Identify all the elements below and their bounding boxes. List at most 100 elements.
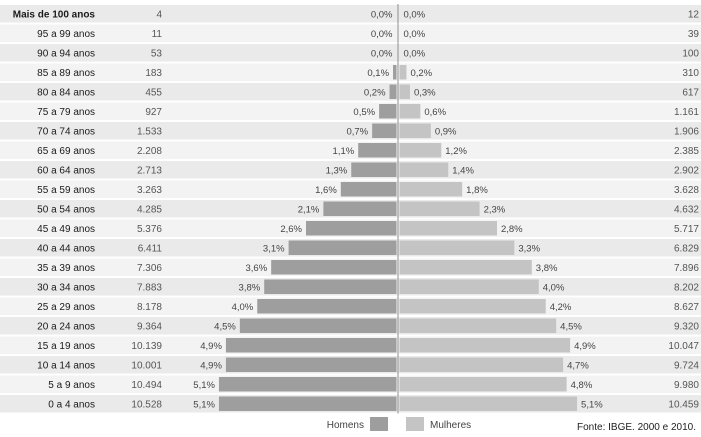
men-percent-label: 2,6%	[280, 224, 302, 235]
women-count-label: 1.906	[674, 126, 699, 137]
age-group-label: 65 a 69 anos	[37, 146, 95, 157]
age-group-label: 45 a 49 anos	[37, 224, 95, 235]
men-percent-label: 0,2%	[364, 87, 386, 98]
women-bar	[399, 123, 431, 138]
men-bar	[218, 396, 397, 411]
women-percent-label: 0,2%	[410, 68, 432, 79]
men-percent-label: 0,1%	[367, 68, 389, 79]
women-percent-label: 2,3%	[484, 204, 506, 215]
women-count-label: 12	[688, 9, 700, 20]
men-count-label: 10.139	[131, 341, 162, 352]
women-count-label: 100	[682, 48, 699, 59]
men-bar	[257, 299, 397, 314]
men-bar	[264, 279, 397, 294]
row-band	[0, 5, 701, 23]
men-percent-label: 3,8%	[239, 282, 261, 293]
men-count-label: 10.528	[131, 399, 162, 410]
men-bar	[323, 201, 397, 216]
men-percent-label: 0,7%	[346, 126, 368, 137]
row-band	[0, 44, 701, 62]
age-group-label: 85 a 89 anos	[37, 68, 95, 79]
women-percent-label: 2,8%	[501, 224, 523, 235]
women-count-label: 9.724	[674, 360, 699, 371]
men-bar	[393, 65, 397, 80]
women-bar	[399, 65, 407, 80]
women-percent-label: 1,4%	[452, 165, 474, 176]
men-count-label: 7.306	[137, 263, 162, 274]
women-bar	[399, 104, 421, 119]
age-group-label: 70 a 74 anos	[37, 126, 95, 137]
men-bar	[358, 143, 397, 158]
men-count-label: 2.208	[137, 146, 162, 157]
men-count-label: 183	[145, 68, 162, 79]
women-percent-label: 4,8%	[571, 380, 593, 391]
women-percent-label: 4,2%	[550, 302, 572, 313]
age-group-label: Mais de 100 anos	[13, 9, 96, 20]
women-bar	[399, 201, 480, 216]
men-count-label: 4.285	[137, 204, 162, 215]
age-group-label: 95 a 99 anos	[37, 29, 95, 40]
women-count-label: 8.627	[674, 302, 699, 313]
women-bar	[399, 357, 564, 372]
men-percent-label: 4,9%	[200, 360, 222, 371]
men-bar	[340, 182, 397, 197]
row-band	[0, 161, 701, 179]
women-count-label: 4.632	[674, 204, 699, 215]
women-percent-label: 3,8%	[536, 263, 558, 274]
women-percent-label: 0,9%	[435, 126, 457, 137]
men-bar	[225, 338, 397, 353]
women-bar	[399, 279, 539, 294]
legend-label-women: Mulheres	[430, 420, 471, 431]
women-bar	[399, 318, 557, 333]
women-count-label: 10.459	[668, 399, 699, 410]
men-count-label: 10.001	[131, 360, 162, 371]
men-count-label: 4	[156, 9, 162, 20]
women-count-label: 1.161	[674, 107, 699, 118]
men-percent-label: 2,1%	[298, 204, 320, 215]
men-bar	[239, 318, 397, 333]
men-count-label: 455	[145, 87, 162, 98]
women-percent-label: 1,8%	[466, 185, 488, 196]
women-count-label: 7.896	[674, 263, 699, 274]
women-percent-label: 4,0%	[543, 282, 565, 293]
men-count-label: 11	[152, 29, 163, 40]
age-group-label: 60 a 64 anos	[37, 165, 95, 176]
men-percent-label: 1,3%	[326, 165, 348, 176]
legend-swatch-women	[406, 417, 424, 431]
men-percent-label: 0,0%	[371, 48, 393, 59]
women-count-label: 2.902	[674, 165, 699, 176]
age-group-label: 20 a 24 anos	[37, 321, 95, 332]
men-percent-label: 3,6%	[246, 263, 268, 274]
age-group-label: 5 a 9 anos	[48, 380, 95, 391]
men-percent-label: 1,6%	[315, 185, 337, 196]
men-count-label: 927	[145, 107, 162, 118]
source-note: Fonte: IBGE. 2000 e 2010.	[577, 422, 696, 433]
women-bar	[399, 396, 578, 411]
men-count-label: 53	[151, 48, 163, 59]
women-bar	[399, 338, 571, 353]
women-count-label: 617	[682, 87, 699, 98]
women-percent-label: 4,7%	[567, 360, 589, 371]
legend-label-men: Homens	[327, 420, 364, 431]
women-count-label: 3.628	[674, 185, 699, 196]
age-group-label: 10 a 14 anos	[37, 360, 95, 371]
men-percent-label: 4,9%	[200, 341, 222, 352]
women-percent-label: 0,0%	[404, 48, 426, 59]
row-band	[0, 141, 701, 159]
men-percent-label: 3,1%	[263, 243, 285, 254]
men-percent-label: 1,1%	[333, 146, 355, 157]
women-count-label: 39	[688, 29, 700, 40]
women-bar	[399, 377, 567, 392]
men-bar	[271, 260, 397, 275]
row-band	[0, 122, 701, 140]
men-percent-label: 4,0%	[232, 302, 254, 313]
row-band	[0, 102, 701, 120]
men-percent-label: 0,5%	[353, 107, 375, 118]
women-bar	[399, 221, 497, 236]
age-group-label: 75 a 79 anos	[37, 107, 95, 118]
men-bar	[379, 104, 397, 119]
men-count-label: 10.494	[131, 380, 162, 391]
men-percent-label: 5,1%	[193, 399, 215, 410]
women-count-label: 9.320	[674, 321, 699, 332]
women-percent-label: 0,0%	[404, 9, 426, 20]
